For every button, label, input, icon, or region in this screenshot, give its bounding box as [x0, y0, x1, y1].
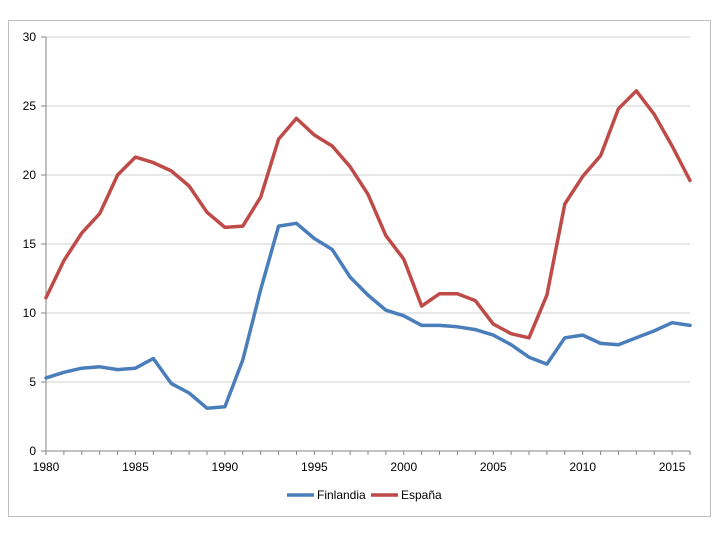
legend: Finlandia España [287, 488, 442, 502]
legend-label: España [401, 488, 442, 502]
x-tick-label: 1995 [301, 460, 328, 474]
x-tick-label: 2005 [480, 460, 507, 474]
series-line-finlandia [44, 221, 692, 410]
chart-frame [8, 20, 711, 517]
y-tick-label: 10 [23, 306, 37, 320]
x-tick-label: 1980 [33, 460, 60, 474]
legend-label: Finlandia [317, 488, 366, 502]
y-tick-label: 0 [29, 444, 36, 458]
x-tick-label: 2010 [569, 460, 596, 474]
x-tick-label: 1990 [212, 460, 239, 474]
x-tick-label: 2000 [390, 460, 417, 474]
series-line-españa [44, 89, 692, 340]
x-tick-label: 2015 [659, 460, 686, 474]
y-axis-ticks: 0 5 10 15 20 25 30 [23, 30, 46, 458]
x-tick-label: 1985 [122, 460, 149, 474]
y-tick-label: 15 [23, 237, 37, 251]
y-tick-label: 20 [23, 168, 37, 182]
gridlines [46, 36, 690, 452]
y-tick-label: 25 [23, 99, 37, 113]
series-lines [44, 89, 692, 410]
y-tick-label: 30 [23, 30, 37, 44]
y-tick-label: 5 [29, 375, 36, 389]
x-axis: 1980 1985 1990 1995 2000 2005 2010 2015 [33, 37, 691, 474]
